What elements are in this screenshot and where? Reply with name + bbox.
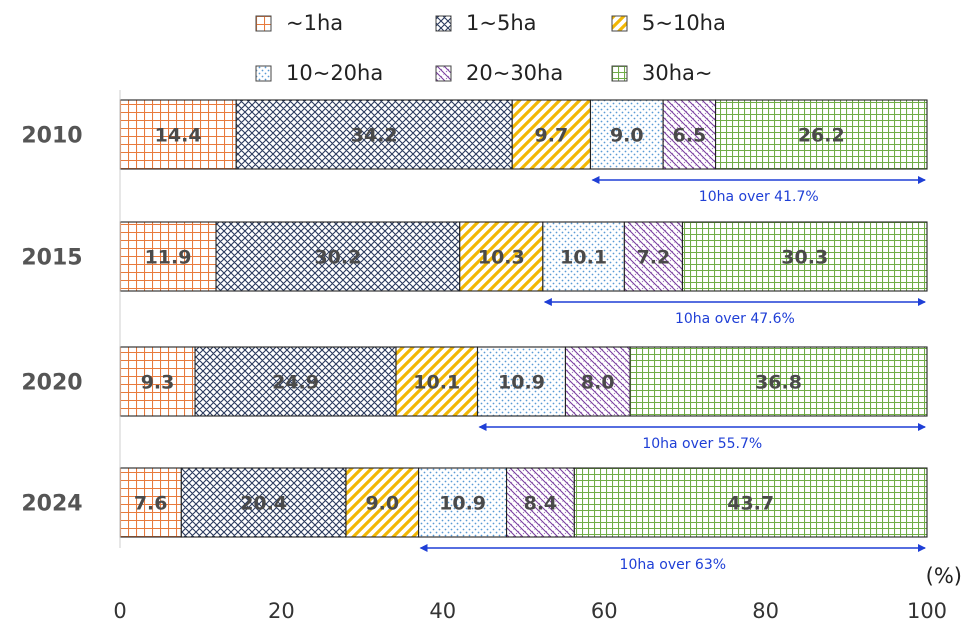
x-tick-label: 0 (113, 599, 126, 623)
annotations: 10ha over 41.7% 10ha over 47.6% 10ha over … (419, 176, 926, 573)
data-label: 6.5 (673, 125, 707, 147)
data-label: 24.9 (272, 372, 319, 394)
legend-item: 20~30ha (435, 61, 563, 85)
category-label: 2020 (21, 371, 82, 396)
bar-segment (119, 221, 217, 292)
category-label: 2015 (21, 246, 82, 271)
data-label: 9.0 (365, 493, 399, 515)
bar-segment (681, 221, 928, 292)
bar-segment (395, 346, 479, 417)
data-label: 8.4 (524, 493, 558, 515)
data-label: 26.2 (798, 125, 845, 147)
legend-label: 10~20ha (286, 61, 383, 85)
data-label: 14.4 (155, 125, 202, 147)
data-label: 9.3 (141, 372, 175, 394)
legend-swatch (611, 15, 628, 32)
data-label: 30.3 (781, 247, 828, 269)
x-tick-label: 100 (907, 599, 947, 623)
category-label: 2024 (21, 492, 82, 517)
x-tick-label: 20 (268, 599, 295, 623)
legend-swatch (255, 65, 272, 82)
x-axis-unit: (%) (926, 564, 962, 588)
legend-label: 5~10ha (642, 11, 726, 35)
bar-segment (573, 467, 928, 538)
data-label: 10.9 (498, 372, 545, 394)
data-label: 7.2 (637, 247, 671, 269)
legend: ~1ha 1~5ha 5~10ha 10~20ha 20~30ha 30ha~ (255, 11, 726, 85)
data-label: 34.2 (351, 125, 398, 147)
legend-swatch (611, 65, 628, 82)
x-tick-label: 40 (429, 599, 456, 623)
legend-item: 30ha~ (611, 61, 713, 85)
bar-segment (564, 346, 631, 417)
data-label: 10.1 (560, 247, 607, 269)
bars: 2010 14.4 34.2 9.7 9.0 6.5 26.2 2015 11.9 30.2 10.… (21, 99, 928, 538)
bar-segment (623, 221, 684, 292)
range-annotation: 10ha over 63% (419, 544, 926, 573)
range-label: 10ha over 47.6% (675, 311, 795, 327)
bar-segment (119, 99, 237, 170)
data-label: 9.7 (535, 125, 569, 147)
range-label: 10ha over 55.7% (642, 436, 762, 452)
x-tick-label: 60 (591, 599, 618, 623)
legend-swatch (255, 15, 272, 32)
data-label: 11.9 (145, 247, 192, 269)
x-axis: 0 20 40 60 80 100 (%) (113, 90, 962, 623)
legend-item: 1~5ha (435, 11, 537, 35)
data-label: 36.8 (755, 372, 802, 394)
range-annotation: 10ha over 55.7% (478, 423, 926, 452)
bar-segment (180, 467, 347, 538)
legend-swatch (435, 15, 452, 32)
bar-segment (542, 221, 625, 292)
data-label: 30.2 (314, 247, 361, 269)
bar-segment (476, 346, 567, 417)
data-label: 20.4 (240, 493, 287, 515)
category-label: 2010 (21, 124, 82, 149)
legend-label: ~1ha (286, 11, 343, 35)
range-annotation: 10ha over 41.7% (591, 176, 926, 205)
data-label: 43.7 (727, 493, 774, 515)
bar-segment (215, 221, 461, 292)
bar-segment (459, 221, 544, 292)
legend-item: ~1ha (255, 11, 343, 35)
legend-label: 20~30ha (466, 61, 563, 85)
legend-label: 30ha~ (642, 61, 713, 85)
range-label: 10ha over 63% (620, 557, 727, 573)
bar-segment (345, 467, 420, 538)
legend-item: 10~20ha (255, 61, 383, 85)
range-annotation: 10ha over 47.6% (543, 298, 926, 327)
data-label: 7.6 (134, 493, 168, 515)
bar-segment (418, 467, 508, 538)
legend-swatch (435, 65, 452, 82)
legend-item: 5~10ha (611, 11, 726, 35)
bar-segment (194, 346, 397, 417)
bar-segment (511, 99, 592, 170)
bar-segment (715, 99, 928, 170)
data-label: 10.1 (413, 372, 460, 394)
legend-label: 1~5ha (466, 11, 537, 35)
x-tick-label: 80 (752, 599, 779, 623)
data-label: 9.0 (610, 125, 644, 147)
range-label: 10ha over 41.7% (699, 189, 819, 205)
bar-segment (506, 467, 575, 538)
data-label: 10.3 (478, 247, 525, 269)
data-label: 10.9 (439, 493, 486, 515)
data-label: 8.0 (581, 372, 615, 394)
bar-segment (629, 346, 928, 417)
